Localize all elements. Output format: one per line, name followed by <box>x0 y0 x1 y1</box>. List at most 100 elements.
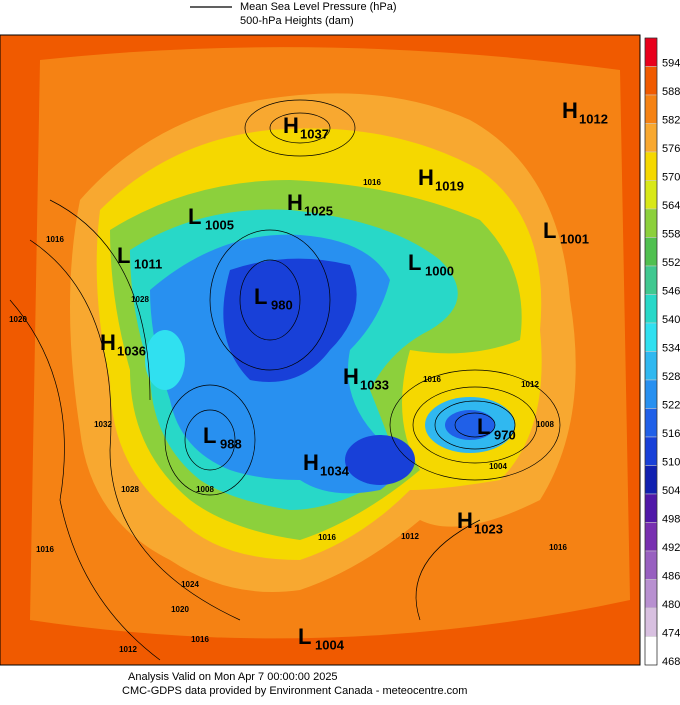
scale-label: 552 <box>662 257 680 269</box>
isobar-label: 1016 <box>363 178 381 187</box>
center-pressure: 1000 <box>425 263 454 278</box>
center-letter: H <box>303 450 319 475</box>
isobars <box>9 99 561 661</box>
center-pressure: 1036 <box>117 343 146 358</box>
isobar-label: 1012 <box>401 532 419 541</box>
center-letter: H <box>457 508 473 533</box>
center-pressure: 1004 <box>315 637 345 652</box>
scale-label: 564 <box>662 200 680 212</box>
center-pressure: 1019 <box>435 178 464 193</box>
scale-cell <box>644 550 658 580</box>
scale-label: 504 <box>662 485 680 497</box>
center-pressure: 988 <box>220 436 242 451</box>
scale-cell <box>644 294 658 324</box>
scale-cell <box>644 522 658 552</box>
scale-cell <box>644 208 658 238</box>
scale-label: 540 <box>662 314 680 326</box>
scale-cell <box>644 493 658 523</box>
scale-cell <box>644 94 658 124</box>
scale-label: 474 <box>662 627 680 639</box>
center-letter: L <box>298 624 311 649</box>
center-pressure: 970 <box>494 427 516 442</box>
scale-cell <box>644 123 658 153</box>
legend-heights: 500-hPa Heights (dam) <box>240 15 354 27</box>
center-letter: H <box>283 113 299 138</box>
scale-label: 588 <box>662 86 680 98</box>
scale-label: 570 <box>662 171 680 183</box>
scale-label: 492 <box>662 542 680 554</box>
isobar-label: 1016 <box>549 543 567 552</box>
center-letter: H <box>287 190 303 215</box>
scale-label: 582 <box>662 114 680 126</box>
legend-pressure: Mean Sea Level Pressure (hPa) <box>240 1 397 13</box>
center-pressure: 980 <box>271 297 293 312</box>
scale-label: 546 <box>662 285 680 297</box>
scale-cell <box>644 151 658 181</box>
scale-label: 510 <box>662 456 680 468</box>
center-pressure: 1037 <box>300 126 329 141</box>
center-pressure: 1033 <box>360 377 389 392</box>
scale-cell <box>644 436 658 466</box>
scale-cell <box>644 579 658 609</box>
height-field <box>445 410 495 440</box>
isobar-label: 1020 <box>9 315 27 324</box>
map-frame <box>0 34 641 666</box>
center-pressure: 1034 <box>320 463 350 478</box>
center-letter: H <box>562 98 578 123</box>
center-letter: L <box>203 423 216 448</box>
isobar-label: 1012 <box>119 645 137 654</box>
scale-cell <box>644 465 658 495</box>
isobar-label: 1008 <box>196 485 214 494</box>
isobar-label: 1004 <box>489 462 507 471</box>
height-field <box>223 258 357 382</box>
center-letter: L <box>543 218 556 243</box>
center-pressure: 1005 <box>205 217 234 232</box>
center-pressure: 1001 <box>560 231 589 246</box>
scale-label: 522 <box>662 399 680 411</box>
scale-cell <box>644 379 658 409</box>
isobar-label: 1008 <box>536 420 554 429</box>
scale-cell <box>644 37 658 67</box>
scale-label: 534 <box>662 342 680 354</box>
scale-cell <box>644 607 658 637</box>
scale-label: 480 <box>662 599 680 611</box>
scale-label: 468 <box>662 656 680 668</box>
isobar-label: 1024 <box>181 580 199 589</box>
scale-label: 594 <box>662 57 680 69</box>
center-letter: L <box>117 243 130 268</box>
isobar-label: 1016 <box>36 545 54 554</box>
center-letter: H <box>418 165 434 190</box>
scale-cell <box>644 265 658 295</box>
isobar-label: 1020 <box>171 605 189 614</box>
isobar-label: 1028 <box>131 295 149 304</box>
scale-label: 486 <box>662 570 680 582</box>
center-letter: L <box>188 204 201 229</box>
center-letter: H <box>343 364 359 389</box>
center-letter: L <box>408 250 421 275</box>
scale-cell <box>644 180 658 210</box>
scale-cell <box>644 408 658 438</box>
scale-label: 558 <box>662 228 680 240</box>
scale-cell <box>644 322 658 352</box>
isobar-label: 1016 <box>46 235 64 244</box>
footer-line: CMC-GDPS data provided by Environment Ca… <box>122 685 467 697</box>
scale-label: 516 <box>662 428 680 440</box>
isobar-label: 1016 <box>423 375 441 384</box>
isobar-label: 1016 <box>318 533 336 542</box>
scale-cell <box>644 66 658 96</box>
footer-line: Analysis Valid on Mon Apr 7 00:00:00 202… <box>128 671 338 683</box>
scale-cell <box>644 237 658 267</box>
height-field <box>145 330 185 390</box>
scale-cell <box>644 351 658 381</box>
height-field <box>345 435 415 485</box>
center-pressure: 1011 <box>134 256 162 271</box>
center-letter: H <box>100 330 116 355</box>
isobar-label: 1028 <box>121 485 139 494</box>
center-pressure: 1025 <box>304 203 333 218</box>
center-pressure: 1023 <box>474 521 503 536</box>
map <box>0 35 640 665</box>
center-letter: L <box>477 414 490 439</box>
center-pressure: 1012 <box>579 111 608 126</box>
center-letter: L <box>254 284 267 309</box>
